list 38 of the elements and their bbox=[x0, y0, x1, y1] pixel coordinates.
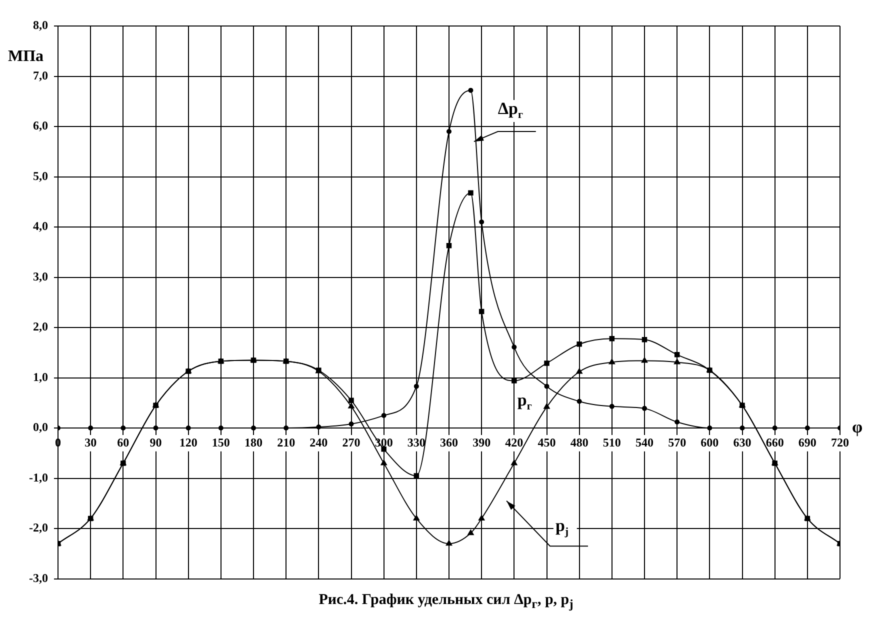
y-tick-label: 6,0 bbox=[33, 118, 48, 133]
y-tick-label: -2,0 bbox=[29, 520, 48, 535]
y-axis-title: МПа bbox=[8, 48, 44, 66]
y-tick-label: 3,0 bbox=[33, 269, 48, 284]
y-tick-label: 4,0 bbox=[33, 219, 48, 234]
x-tick-label: 360 bbox=[440, 435, 458, 450]
x-tick-label: 150 bbox=[212, 435, 230, 450]
x-tick-label: 210 bbox=[277, 435, 296, 450]
x-tick-label: 450 bbox=[538, 435, 556, 450]
x-tick-label: 510 bbox=[602, 435, 621, 450]
x-tick-label: 570 bbox=[668, 435, 686, 450]
x-tick-label: 30 bbox=[84, 435, 97, 450]
x-tick-label: 420 bbox=[505, 435, 524, 450]
x-tick-label: 270 bbox=[342, 435, 360, 450]
x-tick-label: 240 bbox=[310, 435, 328, 450]
x-tick-label: 690 bbox=[798, 435, 816, 450]
y-tick-label: 5,0 bbox=[33, 168, 48, 183]
text: Рис.4. График удельных сил Δp$_{г}$, p, p$_{j}$ bbox=[318, 592, 574, 612]
x-tick-label: 60 bbox=[117, 435, 130, 450]
x-tick-label: 630 bbox=[733, 435, 752, 450]
x-axis-title: φ bbox=[852, 417, 863, 436]
y-tick-label: 8,0 bbox=[33, 18, 48, 32]
y-tick-label: 7,0 bbox=[33, 68, 48, 82]
x-tick-label: 330 bbox=[407, 435, 426, 450]
x-tick-label: 390 bbox=[472, 435, 491, 450]
y-tick-label: 1,0 bbox=[33, 370, 48, 384]
x-tick-label: 180 bbox=[244, 435, 262, 450]
y-tick-label: 0,0 bbox=[33, 420, 48, 434]
x-tick-label: 540 bbox=[636, 435, 654, 450]
x-tick-label: 720 bbox=[831, 435, 849, 450]
y-tick-label: -3,0 bbox=[29, 570, 48, 585]
x-tick-label: 90 bbox=[150, 435, 162, 450]
x-tick-label: 480 bbox=[570, 435, 588, 450]
y-tick-label: 2,0 bbox=[33, 320, 48, 334]
x-tick-label: 120 bbox=[179, 435, 198, 450]
x-tick-label: 660 bbox=[766, 435, 784, 450]
y-tick-label: -1,0 bbox=[29, 470, 48, 484]
x-tick-label: 600 bbox=[700, 435, 719, 450]
